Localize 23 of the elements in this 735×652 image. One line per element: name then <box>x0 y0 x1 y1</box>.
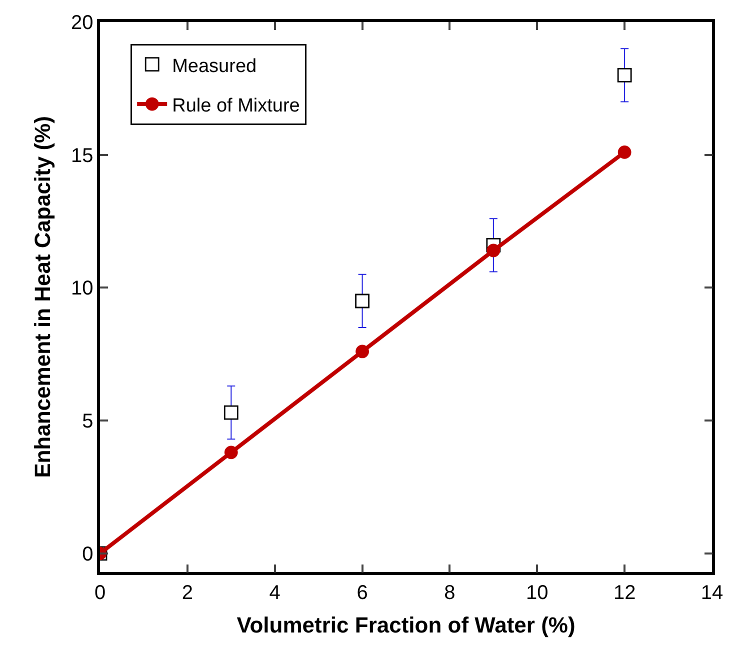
y-tick-label: 15 <box>71 144 94 167</box>
x-tick-label: 6 <box>356 582 368 604</box>
point <box>617 68 632 82</box>
x-tick-label: 4 <box>269 582 280 604</box>
point <box>224 446 238 460</box>
y-tick-label: 10 <box>71 278 94 300</box>
legend-label: Measured <box>172 56 257 77</box>
y-tick-label: 5 <box>82 410 94 433</box>
y-axis-title: Enhancement in Heat Capacity (%) <box>30 116 55 478</box>
x-tick-label: 12 <box>613 582 636 604</box>
point <box>486 244 500 258</box>
x-tick-label: 10 <box>526 582 548 604</box>
point <box>224 405 238 420</box>
x-tick-label: 2 <box>182 582 193 604</box>
y-tick-label: 0 <box>82 543 94 566</box>
x-tick-label: 14 <box>700 582 724 604</box>
x-axis-title: Volumetric Fraction of Water (%) <box>236 612 576 638</box>
point <box>356 344 369 358</box>
point <box>355 294 370 308</box>
legend-label: Rule of Mixture <box>172 95 300 116</box>
y-tick-label: 20 <box>71 12 94 34</box>
point <box>618 145 632 159</box>
x-tick-label: 8 <box>444 582 456 604</box>
